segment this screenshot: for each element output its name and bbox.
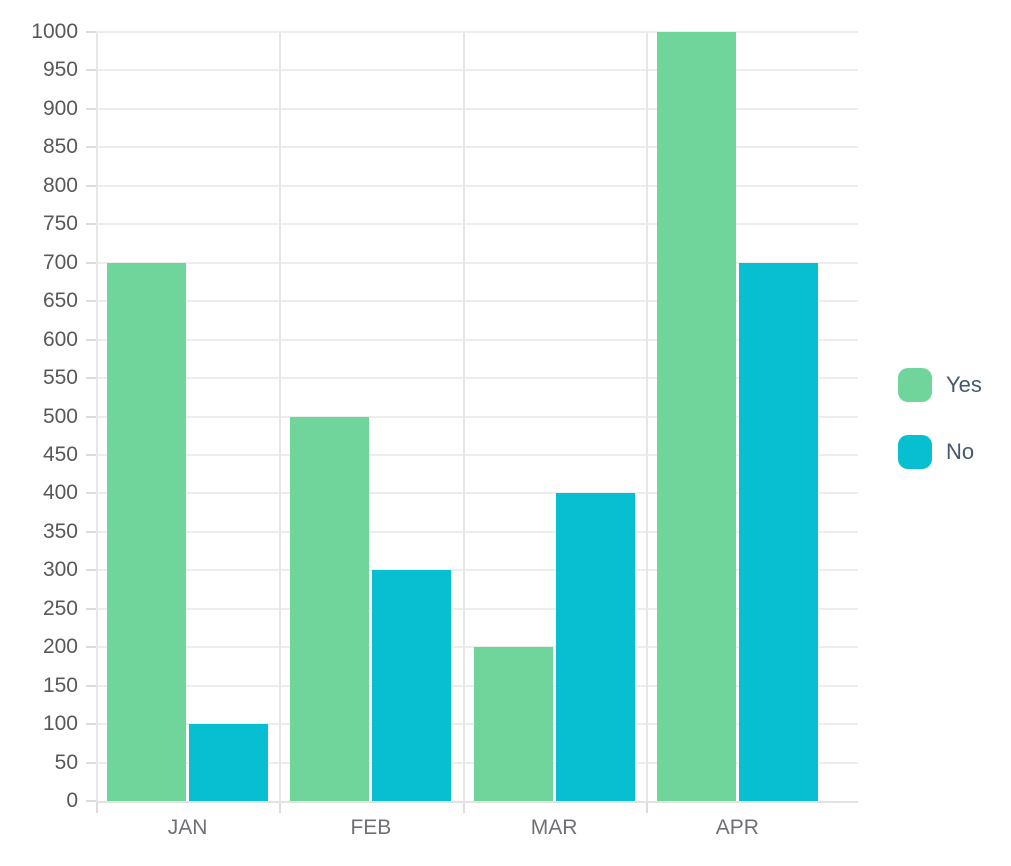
y-axis-tick (86, 607, 96, 610)
x-gridline (279, 32, 282, 801)
y-tick-label: 350 (42, 519, 78, 543)
y-axis-tick (86, 646, 96, 649)
x-axis-tick (96, 803, 98, 813)
y-tick-label: 0 (66, 789, 78, 812)
y-gridline (96, 377, 858, 380)
y-axis-tick (86, 377, 96, 380)
y-tick-label: 750 (42, 212, 78, 236)
y-axis-tick (86, 223, 96, 226)
y-axis-tick (86, 415, 96, 418)
y-gridline (96, 184, 858, 187)
y-tick-label: 850 (42, 135, 78, 159)
bar-no-mar[interactable] (555, 493, 635, 801)
y-tick-label: 400 (42, 481, 78, 505)
y-tick-label: 950 (42, 58, 78, 82)
bar-no-jan[interactable] (189, 724, 269, 801)
x-axis-tick (645, 803, 648, 813)
bar-yes-apr[interactable] (656, 32, 736, 801)
y-axis-tick (86, 31, 96, 33)
y-axis-tick (86, 761, 96, 764)
legend: Yes No (898, 368, 982, 502)
y-tick-label: 650 (42, 289, 78, 313)
y-tick-label: 800 (42, 173, 78, 197)
y-tick-label: 450 (42, 442, 78, 466)
y-gridline (96, 492, 858, 495)
x-tick-label: APR (715, 816, 759, 839)
x-axis-tick (462, 803, 465, 813)
legend-swatch-no (898, 435, 932, 469)
bar-no-apr[interactable] (738, 262, 818, 801)
x-gridline (645, 32, 648, 801)
x-gridline (462, 32, 465, 801)
y-axis-tick (86, 492, 96, 495)
x-axis-line (96, 801, 858, 803)
y-axis-tick (86, 569, 96, 572)
y-axis-tick (86, 69, 96, 72)
y-tick-label: 700 (42, 250, 78, 274)
y-gridline (96, 607, 858, 610)
y-tick-label: 50 (54, 750, 78, 774)
y-tick-label: 250 (42, 596, 78, 620)
x-axis-tick (279, 803, 282, 813)
legend-item-no[interactable]: No (898, 435, 982, 469)
legend-label: No (946, 439, 975, 464)
y-tick-label: 300 (42, 558, 78, 582)
y-axis-tick (86, 146, 96, 149)
bar-yes-mar[interactable] (473, 647, 553, 801)
y-tick-label: 550 (42, 366, 78, 390)
y-gridline (96, 146, 858, 149)
x-tick-label: FEB (350, 816, 392, 839)
bar-yes-jan[interactable] (107, 262, 187, 801)
y-axis-tick (86, 184, 96, 187)
legend-item-yes[interactable]: Yes (898, 368, 982, 402)
bar-no-feb[interactable] (372, 570, 452, 801)
y-axis-tick (86, 300, 96, 303)
y-axis-tick (86, 800, 96, 802)
bar-yes-feb[interactable] (290, 416, 370, 801)
y-tick-label: 600 (42, 327, 78, 351)
y-gridline (96, 569, 858, 572)
y-gridline (96, 300, 858, 303)
y-tick-label: 1000 (31, 20, 78, 43)
x-gridline (96, 32, 98, 801)
y-tick-label: 200 (42, 635, 78, 659)
y-gridline (96, 453, 858, 456)
x-tick-label: JAN (167, 816, 208, 839)
y-gridline (96, 261, 858, 264)
y-tick-label: 900 (42, 96, 78, 120)
y-axis-tick (86, 453, 96, 456)
y-axis-tick (86, 338, 96, 341)
y-axis-tick (86, 107, 96, 110)
legend-swatch-yes (898, 368, 932, 402)
y-axis-tick (86, 261, 96, 264)
y-gridline (96, 338, 858, 341)
y-axis-tick (86, 723, 96, 726)
y-tick-label: 500 (42, 404, 78, 428)
y-tick-label: 150 (42, 673, 78, 697)
y-axis-tick (86, 530, 96, 533)
y-gridline (96, 415, 858, 418)
legend-label: Yes (946, 372, 982, 397)
y-gridline (96, 31, 858, 33)
y-axis-tick (86, 684, 96, 687)
y-gridline (96, 530, 858, 533)
y-gridline (96, 107, 858, 110)
y-gridline (96, 69, 858, 72)
y-tick-label: 100 (42, 712, 78, 736)
x-tick-label: MAR (530, 816, 578, 839)
y-gridline (96, 223, 858, 226)
